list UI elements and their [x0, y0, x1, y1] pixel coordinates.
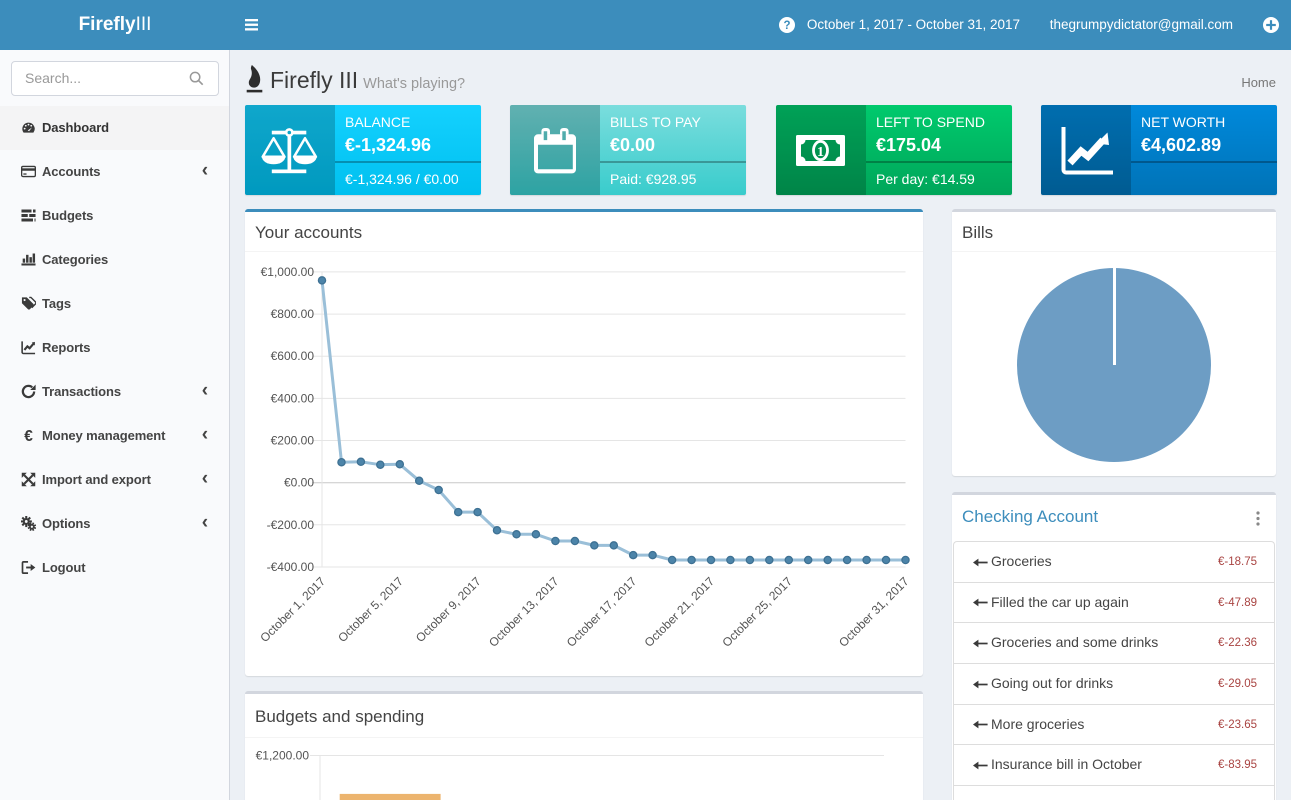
svg-text:October 5, 2017: October 5, 2017	[335, 574, 406, 645]
svg-text:October 31, 2017: October 31, 2017	[836, 574, 912, 650]
svg-text:October 21, 2017: October 21, 2017	[642, 574, 718, 650]
svg-text:€800.00: €800.00	[271, 307, 315, 321]
svg-text:€200.00: €200.00	[271, 434, 315, 448]
svg-text:October 9, 2017: October 9, 2017	[413, 574, 484, 645]
svg-text:-€400.00: -€400.00	[267, 560, 315, 574]
svg-text:€600.00: €600.00	[271, 349, 315, 363]
svg-text:€0.00: €0.00	[284, 476, 314, 490]
svg-text:October 1, 2017: October 1, 2017	[257, 574, 328, 645]
svg-text:?: ?	[783, 20, 790, 32]
svg-text:€1,200.00: €1,200.00	[256, 749, 310, 763]
svg-text:1: 1	[817, 145, 824, 160]
svg-text:€1,000.00: €1,000.00	[261, 265, 315, 279]
svg-text:€400.00: €400.00	[271, 391, 315, 405]
svg-text:October 17, 2017: October 17, 2017	[564, 574, 640, 650]
svg-text:-€200.00: -€200.00	[267, 518, 315, 532]
svg-text:€: €	[24, 428, 33, 443]
svg-text:October 13, 2017: October 13, 2017	[486, 574, 562, 650]
svg-text:October 25, 2017: October 25, 2017	[719, 574, 795, 650]
